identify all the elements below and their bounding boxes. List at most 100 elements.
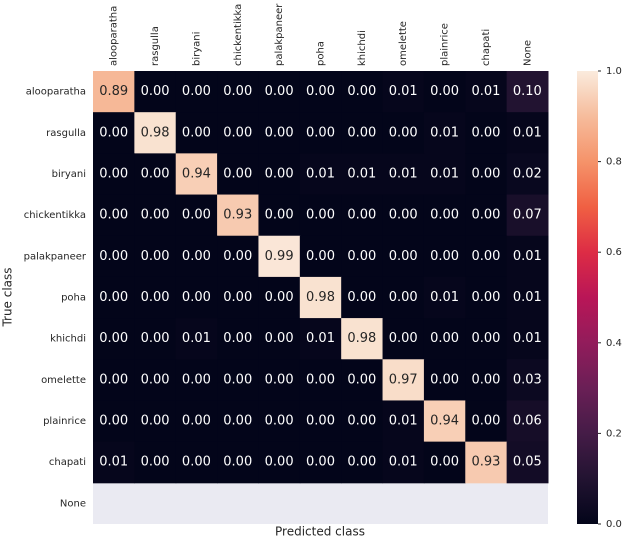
cell-label: 0.00: [389, 331, 418, 346]
cell-label: 0.00: [223, 331, 252, 346]
heatmap-cell: [506, 276, 549, 319]
cell-label: 0.00: [306, 84, 335, 99]
heatmap-cell: [258, 359, 301, 401]
cell-label: 0.00: [99, 125, 128, 140]
cell-label: 0.00: [182, 84, 211, 99]
cell-label: 0.00: [265, 331, 294, 346]
heatmap-cell: [341, 359, 384, 401]
cell-label: 0.00: [223, 455, 252, 470]
heatmap-cell: [258, 112, 301, 154]
cell-label: 0.00: [141, 166, 170, 181]
cell-label: 0.00: [471, 249, 500, 264]
heatmap-cell: [175, 235, 218, 278]
cell-label: 0.00: [471, 290, 500, 305]
heatmap-cell: [382, 71, 425, 113]
heatmap-cell: [299, 112, 342, 154]
heatmap-cell: [93, 112, 135, 154]
cell-label: 0.00: [223, 372, 252, 387]
cell-label: 0.00: [306, 249, 335, 264]
heatmap-cell: [465, 194, 508, 237]
cell-label: 0.00: [182, 372, 211, 387]
cell-label: 0.00: [471, 372, 500, 387]
cell-label: 0.00: [223, 249, 252, 264]
heatmap-cell: [175, 441, 218, 484]
cell-label: 0.01: [471, 84, 500, 99]
heatmap-cell: [465, 153, 508, 196]
cell-label: 0.00: [223, 414, 252, 429]
y-tick-label: chickentikka: [24, 210, 86, 221]
heatmap-cell: [217, 276, 259, 319]
cell-label: 0.00: [347, 84, 376, 99]
y-tick-label: biryani: [52, 169, 86, 180]
heatmap-cell: [423, 359, 466, 401]
heatmap-cell: [217, 359, 259, 401]
heatmap-cell: [258, 194, 301, 237]
heatmap-cell: [299, 441, 342, 484]
heatmap-cell: [134, 318, 177, 360]
cell-label: 0.00: [99, 208, 128, 223]
heatmap-cell: [258, 400, 301, 443]
cell-label: 0.00: [99, 372, 128, 387]
heatmap-cell: [217, 153, 259, 196]
cell-label: 0.00: [347, 249, 376, 264]
heatmap-cell: [341, 235, 384, 278]
cell-label: 0.01: [306, 331, 335, 346]
cell-label: 0.89: [99, 84, 128, 99]
heatmap-cell: [506, 153, 549, 196]
heatmap-cell: [341, 441, 384, 484]
heatmap-cell: [299, 276, 342, 319]
x-tick-label: None: [522, 40, 533, 66]
cell-label: 0.01: [389, 414, 418, 429]
heatmap-cell: [93, 235, 135, 278]
heatmap-cell: [506, 441, 549, 484]
colorbar-tick-label: 0.0: [606, 519, 622, 530]
cell-label: 0.03: [513, 372, 542, 387]
heatmap-cell: [134, 276, 177, 319]
heatmap-cell: [134, 112, 177, 154]
y-tick-label: chapati: [49, 457, 86, 468]
cell-label: 0.00: [347, 455, 376, 470]
colorbar-tick-label: 0.8: [606, 157, 622, 168]
heatmap-cell: [341, 194, 384, 237]
heatmap-cell: [423, 276, 466, 319]
heatmap-cell: [175, 400, 218, 443]
heatmap-cell: [423, 235, 466, 278]
cell-label: 0.00: [430, 331, 459, 346]
cell-label: 0.00: [99, 331, 128, 346]
cell-label: 0.01: [99, 455, 128, 470]
cell-label: 0.01: [513, 125, 542, 140]
cell-label: 0.00: [430, 455, 459, 470]
cell-label: 0.00: [306, 372, 335, 387]
cell-label: 0.00: [99, 166, 128, 181]
heatmap-cell: [506, 71, 549, 113]
cell-label: 0.00: [265, 166, 294, 181]
heatmap-cell: [506, 112, 549, 154]
heatmap-cell: [299, 194, 342, 237]
cell-label: 0.00: [141, 208, 170, 223]
heatmap-cell: [382, 276, 425, 319]
cell-label: 0.00: [471, 414, 500, 429]
cell-label: 0.00: [306, 414, 335, 429]
heatmap-cell: [465, 318, 508, 360]
heatmap-cell: [217, 71, 259, 113]
cell-label: 0.00: [182, 125, 211, 140]
colorbar-tick-label: 1.0: [606, 66, 622, 77]
heatmap-cell: [258, 441, 301, 484]
heatmap-cell: [299, 153, 342, 196]
cell-label: 0.98: [347, 331, 376, 346]
cell-label: 0.00: [141, 84, 170, 99]
heatmap-cell: [134, 194, 177, 237]
cell-label: 0.00: [265, 372, 294, 387]
heatmap-cell: [423, 194, 466, 237]
cell-label: 0.01: [389, 84, 418, 99]
heatmap-cell: [217, 112, 259, 154]
cell-label: 0.00: [389, 290, 418, 305]
heatmap-cell: [258, 235, 301, 278]
heatmap-cell: [217, 318, 259, 360]
cell-label: 0.00: [430, 84, 459, 99]
heatmap-cell: [134, 235, 177, 278]
heatmap-cell: [465, 441, 508, 484]
cell-label: 0.01: [347, 166, 376, 181]
heatmap-cell: [423, 153, 466, 196]
y-tick-label: None: [60, 498, 86, 509]
